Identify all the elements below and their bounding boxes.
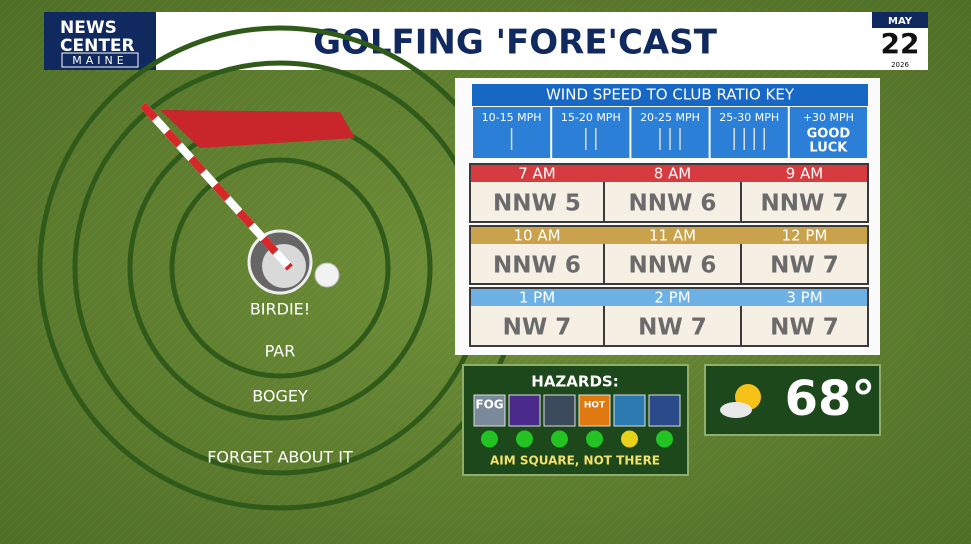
hazard-status: [586, 430, 603, 448]
hazard-icon: [578, 394, 611, 427]
temperature: 68°: [785, 371, 876, 427]
key-range: 10-15 MPH: [482, 111, 542, 124]
hazard-icon: [613, 394, 646, 427]
hazard-status: [516, 430, 533, 448]
date-year: 2026: [891, 61, 909, 69]
key-range: 20-25 MPH: [640, 111, 700, 124]
ring-labels: BIRDIE! PAR BOGEY FORGET ABOUT IT: [207, 300, 353, 467]
hazard-status: [481, 430, 498, 448]
key-cell: [710, 107, 788, 158]
key-note: GOOD: [807, 127, 851, 142]
date-month-box: [872, 12, 928, 28]
key-header: [472, 84, 868, 106]
wind-value: NNW 5: [493, 191, 581, 217]
row-header: [471, 165, 867, 182]
ring-label: BOGEY: [252, 387, 308, 406]
title: GOLFING 'FORE'CAST: [313, 23, 718, 63]
temp-panel: [704, 364, 881, 436]
time-label: 12 PM: [782, 227, 828, 245]
hazard-icon: [473, 394, 506, 427]
hazards-title: HAZARDS:: [531, 373, 618, 391]
key-cell: [552, 107, 630, 158]
forecast: 7 AM NNW 5 8 AM NNW 6 9 AM NNW 7 10 AM NNW 6 11 …: [469, 163, 869, 347]
date-month: MAY: [888, 16, 913, 27]
hazard-icon-label: FOG: [475, 398, 503, 412]
cloud-icon: [720, 402, 752, 418]
key-cell: [789, 107, 867, 158]
hazard-status: [551, 430, 568, 448]
wind-value: NW 7: [770, 315, 839, 341]
key-title: WIND SPEED TO CLUB RATIO KEY: [546, 86, 795, 104]
row-header: [471, 289, 867, 306]
flag: [160, 110, 355, 148]
key-range: +30 MPH: [803, 111, 854, 124]
key: 10-15 MPH 15-20 MPH 20-25 MPH 25-30 MPH +30 …: [473, 107, 867, 158]
hazard-icons: FOG HOT: [473, 394, 681, 448]
flag-pole-stripes: [140, 102, 293, 271]
logo-line: CENTER: [60, 36, 135, 56]
wind-value: NW 7: [503, 315, 572, 341]
wind-value: NNW 6: [629, 191, 717, 217]
hazard-status: [621, 430, 638, 448]
time-label: 8 AM: [654, 165, 692, 183]
ring-label: PAR: [265, 342, 296, 361]
ring-label: FORGET ABOUT IT: [207, 448, 353, 467]
date-day: 22: [881, 27, 920, 60]
hazard-icon-label: HOT: [584, 401, 606, 411]
wind-value: NW 7: [638, 315, 707, 341]
hazard-icon: [543, 394, 576, 427]
wind-value: NW 7: [770, 253, 839, 279]
logo-line: MAINE: [72, 54, 127, 67]
row-header: [471, 227, 867, 244]
golf-ball: [314, 262, 340, 288]
hazard-icon: [508, 394, 541, 427]
key-range: 25-30 MPH: [719, 111, 779, 124]
key-note: LUCK: [809, 141, 848, 156]
logo-frame: [61, 52, 139, 68]
time-label: 1 PM: [519, 289, 555, 307]
ring: [169, 157, 391, 379]
hazard-status: [656, 430, 673, 448]
time-label: 10 AM: [513, 227, 560, 245]
ring-label: BIRDIE!: [250, 300, 310, 319]
time-label: 11 AM: [649, 227, 696, 245]
wind-value: NNW 6: [493, 253, 581, 279]
wind-value: NNW 7: [761, 191, 849, 217]
hazards-footer: AIM SQUARE, NOT THERE: [490, 454, 660, 468]
time-label: 9 AM: [786, 165, 824, 183]
key-range: 15-20 MPH: [561, 111, 621, 124]
hazard-icon: [648, 394, 681, 427]
header-bar: [44, 12, 928, 70]
time-label: 7 AM: [518, 165, 556, 183]
time-label: 3 PM: [786, 289, 822, 307]
time-label: 2 PM: [654, 289, 690, 307]
logo-line: NEWS: [60, 18, 117, 38]
wind-value: NNW 6: [629, 253, 717, 279]
logo-box: [44, 12, 156, 70]
